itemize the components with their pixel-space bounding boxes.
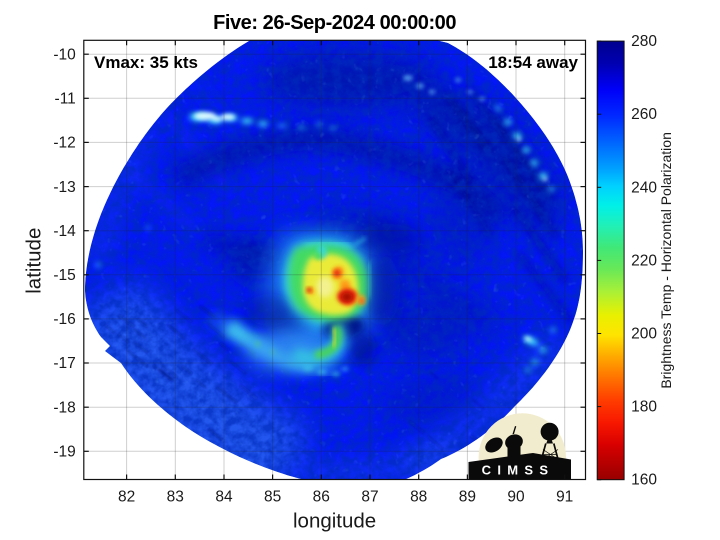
svg-text:latitude: latitude (23, 228, 46, 294)
svg-text:260: 260 (631, 106, 657, 123)
svg-text:-13: -13 (53, 179, 75, 196)
svg-text:82: 82 (118, 489, 135, 506)
svg-text:-19: -19 (53, 444, 75, 461)
svg-text:91: 91 (556, 489, 573, 506)
svg-text:Vmax: 35 kts: Vmax: 35 kts (94, 53, 198, 72)
svg-text:CIMSS: CIMSS (482, 463, 555, 478)
svg-text:87: 87 (361, 489, 378, 506)
svg-text:-16: -16 (53, 311, 75, 328)
svg-text:220: 220 (631, 252, 657, 269)
svg-text:longitude: longitude (293, 510, 376, 533)
svg-text:89: 89 (459, 489, 476, 506)
svg-text:-14: -14 (53, 223, 76, 240)
svg-text:Five: 26-Sep-2024 00:00:00: Five: 26-Sep-2024 00:00:00 (213, 12, 456, 34)
svg-text:-17: -17 (53, 355, 75, 372)
svg-text:-15: -15 (53, 267, 75, 284)
svg-text:-11: -11 (55, 91, 76, 108)
svg-text:Brightness Temp - Horizontal P: Brightness Temp - Horizontal Polarizatio… (658, 132, 674, 389)
svg-text:88: 88 (410, 489, 427, 506)
svg-text:18:54 away: 18:54 away (488, 53, 578, 72)
svg-text:200: 200 (631, 326, 657, 343)
svg-text:86: 86 (313, 489, 330, 506)
svg-text:280: 280 (631, 33, 657, 50)
svg-text:160: 160 (631, 472, 657, 489)
svg-text:83: 83 (167, 489, 184, 506)
svg-text:90: 90 (507, 489, 525, 506)
svg-text:84: 84 (215, 489, 233, 506)
svg-text:85: 85 (264, 489, 281, 506)
svg-text:-10: -10 (53, 46, 76, 63)
svg-text:240: 240 (631, 179, 657, 196)
svg-text:180: 180 (631, 399, 657, 416)
svg-text:-18: -18 (53, 399, 75, 416)
svg-text:-12: -12 (53, 135, 75, 152)
